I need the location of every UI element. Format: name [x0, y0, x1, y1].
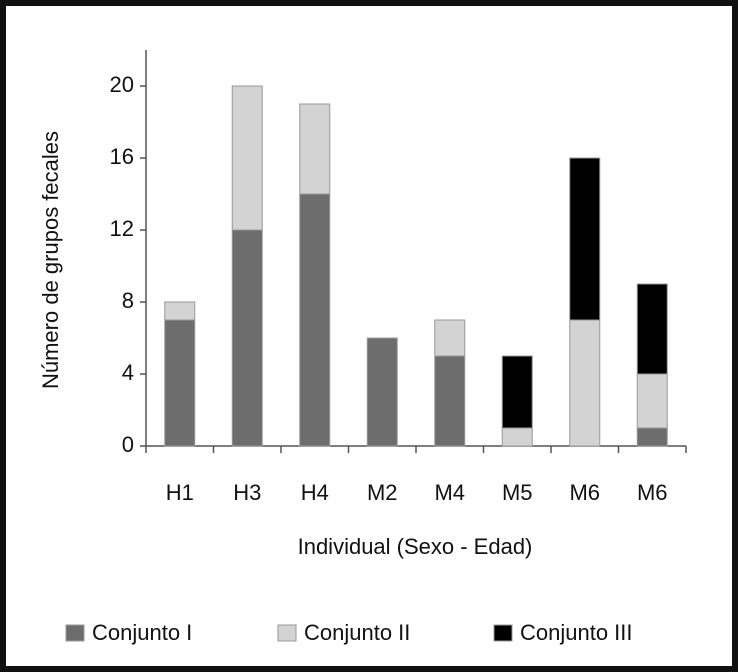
y-axis-label: Número de grupos fecales — [38, 131, 63, 389]
bar-segment — [164, 301, 196, 321]
bar-segment — [569, 319, 601, 447]
legend-label: Conjunto II — [304, 620, 410, 645]
x-tick-label: H1 — [166, 480, 194, 505]
x-tick-label: M5 — [502, 480, 533, 505]
x-axis-label: Individual (Sexo - Edad) — [298, 534, 533, 559]
bar-segment — [366, 337, 398, 447]
bar-segment — [636, 373, 668, 429]
bar-segment — [569, 157, 601, 321]
x-tick-label: M6 — [569, 480, 600, 505]
legend-label: Conjunto III — [520, 620, 633, 645]
y-tick-label: 4 — [122, 360, 134, 385]
y-tick-label: 20 — [110, 72, 134, 97]
x-tick-label: M6 — [637, 480, 668, 505]
legend-label: Conjunto I — [92, 620, 192, 645]
bar-segment — [636, 283, 668, 375]
bar-segment — [434, 355, 466, 447]
bar-segment — [231, 85, 263, 231]
bar-segment — [231, 229, 263, 447]
x-tick-label: M4 — [434, 480, 465, 505]
bar-segment — [299, 103, 331, 195]
bar-segment — [501, 427, 533, 447]
legend-swatch — [493, 624, 513, 642]
legend-swatch — [65, 624, 85, 642]
x-tick-label: H4 — [301, 480, 329, 505]
x-tick-label: H3 — [233, 480, 261, 505]
x-tick-label: M2 — [367, 480, 398, 505]
y-tick-label: 8 — [122, 288, 134, 313]
bar-segment — [434, 319, 466, 357]
y-tick-label: 12 — [110, 216, 134, 241]
bar-segment — [299, 193, 331, 447]
y-tick-label: 16 — [110, 144, 134, 169]
bar-segment — [636, 427, 668, 447]
legend-swatch — [277, 624, 297, 642]
bar-segment — [164, 319, 196, 447]
y-tick-label: 0 — [122, 432, 134, 457]
bar-segment — [501, 355, 533, 429]
